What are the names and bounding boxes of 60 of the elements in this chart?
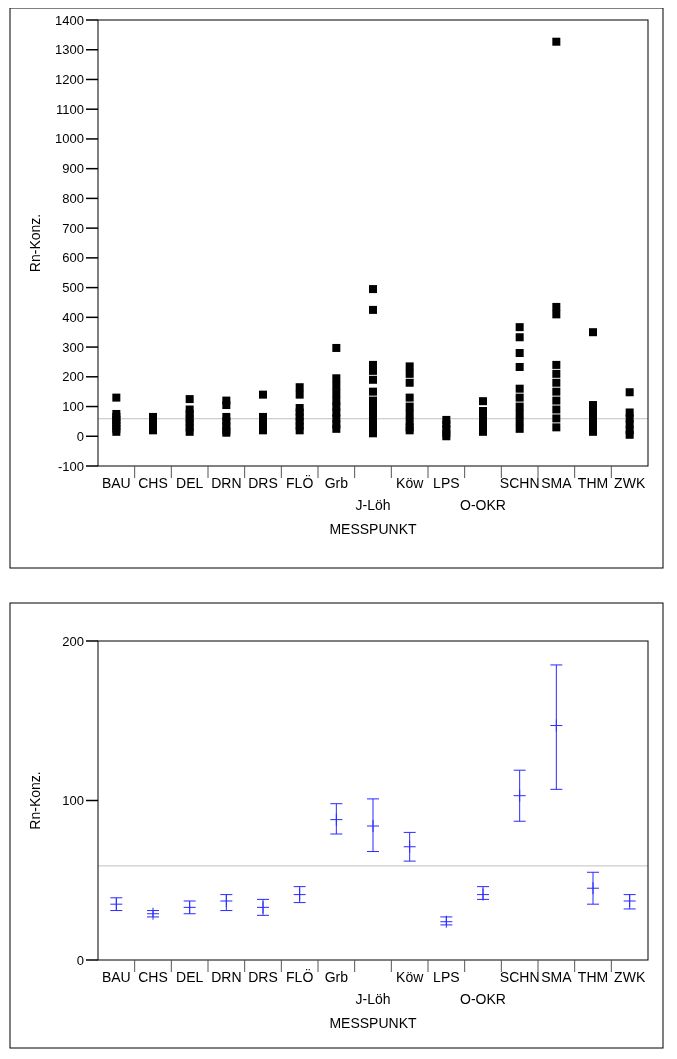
x-tick-label: O-OKR xyxy=(460,497,506,513)
x-tick-label: O-OKR xyxy=(460,991,506,1007)
y-tick-label: 500 xyxy=(62,280,84,296)
x-tick-label: CHS xyxy=(138,969,168,985)
x-tick-label: J-Löh xyxy=(355,991,391,1007)
y-tick-label: 1100 xyxy=(56,101,84,117)
y-tick-label: 800 xyxy=(62,190,84,206)
x-tick-label: SMA xyxy=(541,475,573,491)
y-tick-label: 700 xyxy=(62,220,84,236)
y-tick-label: 300 xyxy=(62,339,84,355)
x-tick-label: Köw xyxy=(396,969,425,985)
x-axis-title: MESSPUNKT xyxy=(329,1015,418,1031)
x-tick-label: SCHN xyxy=(499,969,540,985)
x-axis-title: MESSPUNKT xyxy=(329,521,418,537)
x-tick-label: DRS xyxy=(248,475,278,491)
x-tick-label: DRS xyxy=(248,969,278,985)
x-tick-label: J-Löh xyxy=(355,497,391,513)
x-tick-label: FLÖ xyxy=(286,474,314,491)
x-tick-label: LPS xyxy=(433,475,460,491)
point xyxy=(549,719,563,733)
x-tick-label: ZWK xyxy=(614,969,646,985)
x-tick-label: CHS xyxy=(138,475,168,491)
x-tick-label: DEL xyxy=(176,969,204,985)
y-axis-title: Rn-Konz. xyxy=(27,771,43,830)
x-tick-label: FLÖ xyxy=(286,968,314,985)
x-tick-label: DRN xyxy=(211,475,242,491)
y-tick-label: 100 xyxy=(62,793,84,809)
y-axis-title: Rn-Konz. xyxy=(27,213,43,273)
y-tick-label: 1000 xyxy=(55,131,84,147)
point xyxy=(586,881,600,895)
y-tick-label: 100 xyxy=(62,399,84,415)
y-tick-label: 400 xyxy=(62,309,84,325)
y-tick-label: 600 xyxy=(62,250,84,266)
x-tick-label: ZWK xyxy=(614,475,646,491)
point xyxy=(366,819,380,833)
x-tick-label: Grb xyxy=(324,475,349,491)
y-tick-label: 1300 xyxy=(55,42,84,58)
x-tick-label: Grb xyxy=(324,969,349,985)
y-tick-label: 200 xyxy=(62,369,84,385)
y-tick-label: 1200 xyxy=(55,72,84,88)
point xyxy=(219,894,233,908)
x-tick-label: THM xyxy=(577,475,609,491)
x-tick-label: THM xyxy=(577,969,609,985)
point xyxy=(403,840,417,854)
x-tick-label: BAU xyxy=(101,969,131,985)
y-tick-label: 0 xyxy=(76,428,84,444)
y-tick-label: 0 xyxy=(76,952,84,968)
x-tick-label: DEL xyxy=(176,475,204,491)
y-tick-label: 900 xyxy=(62,161,84,177)
y-tick-label: -100 xyxy=(57,458,84,474)
x-tick-label: SCHN xyxy=(499,475,540,491)
x-tick-label: BAU xyxy=(101,475,131,491)
x-tick-label: SMA xyxy=(541,969,573,985)
y-tick-label: 1400 xyxy=(55,12,84,28)
x-tick-label: DRN xyxy=(211,969,242,985)
point xyxy=(513,789,527,803)
y-tick-label: 200 xyxy=(62,633,84,649)
x-tick-label: Köw xyxy=(396,475,425,491)
point xyxy=(329,813,343,827)
x-tick-label: LPS xyxy=(433,969,460,985)
